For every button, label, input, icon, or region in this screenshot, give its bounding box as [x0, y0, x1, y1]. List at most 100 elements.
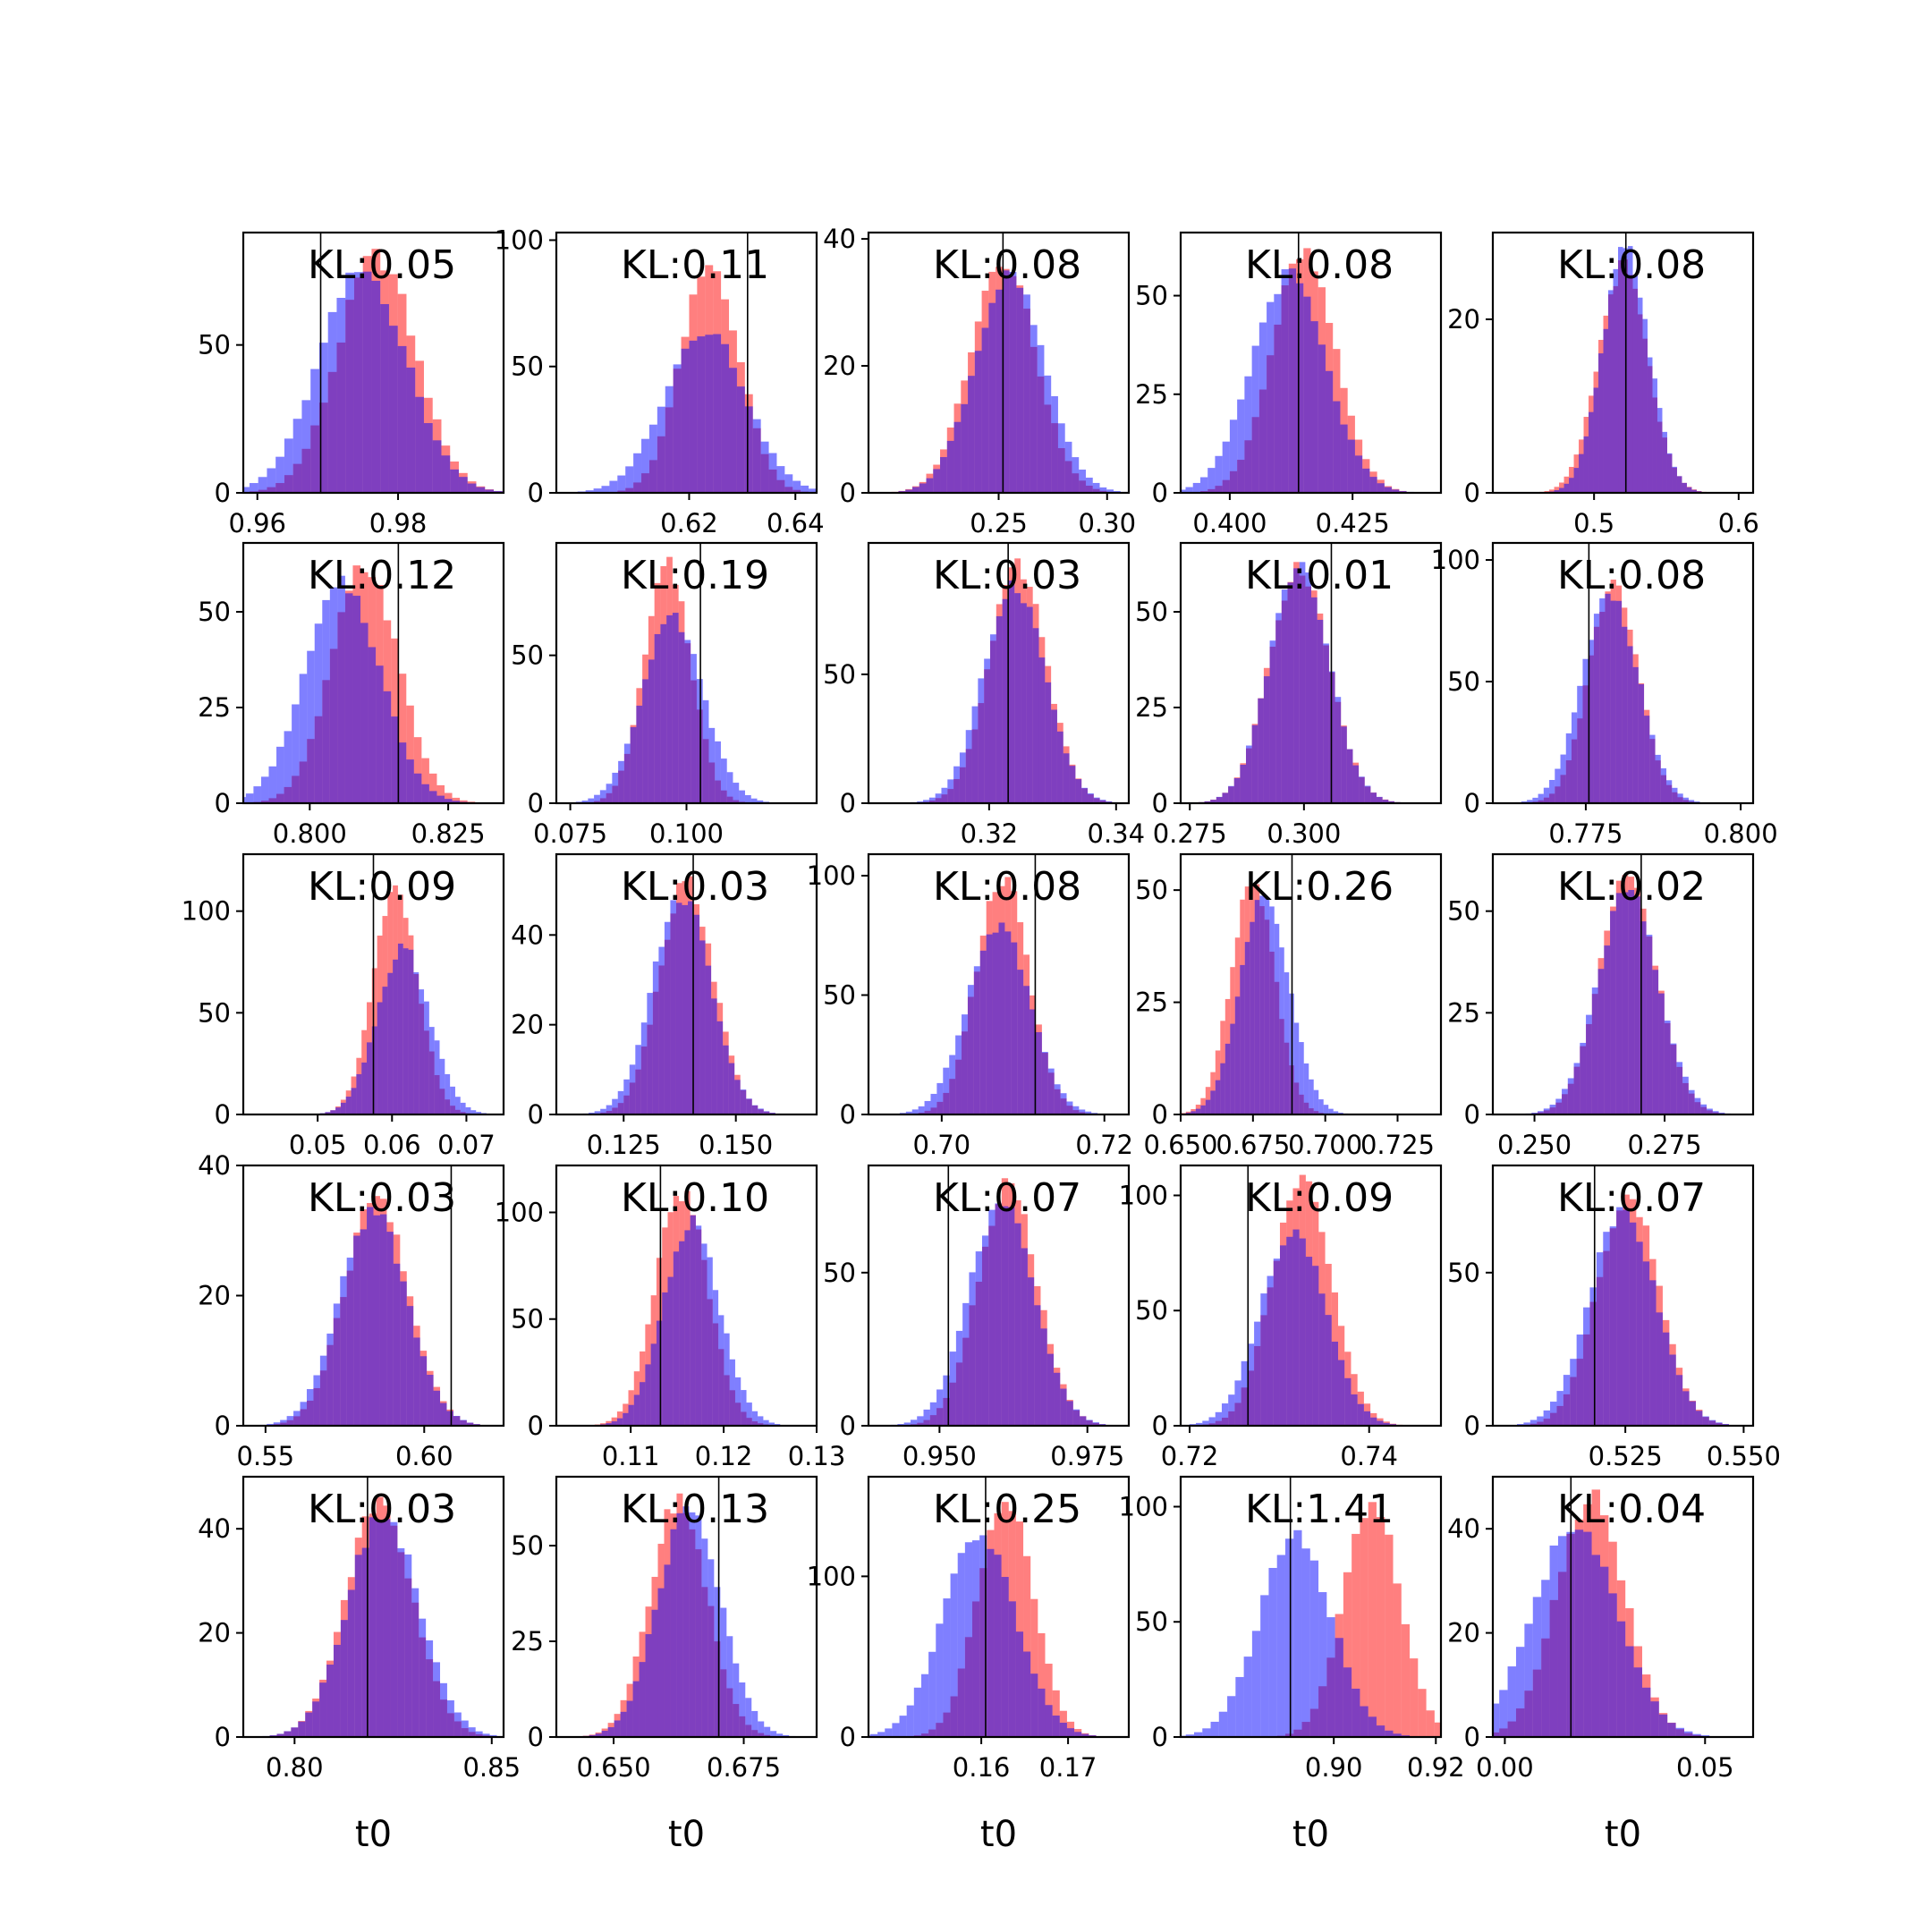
blue-histogram-bar [758, 1721, 765, 1737]
x-tick-label: 0.05 [289, 1130, 347, 1160]
axes-frame [867, 1475, 1131, 1739]
blue-histogram-bar [1037, 344, 1045, 493]
blue-histogram-bar [1556, 1391, 1563, 1426]
y-tick-label: 100 [1119, 1180, 1168, 1210]
blue-histogram-bar [1079, 1109, 1086, 1114]
blue-histogram-bar [1046, 1353, 1055, 1426]
blue-histogram-bar [340, 1102, 346, 1114]
x-tick-label: 0.07 [437, 1130, 496, 1160]
blue-histogram-bar [905, 1111, 912, 1114]
blue-histogram-bar [1060, 1388, 1067, 1426]
blue-histogram-bar [953, 421, 962, 493]
y-tick-label: 0 [528, 478, 544, 508]
x-tick-label: 0.74 [1340, 1441, 1398, 1471]
blue-histogram-bar [413, 1337, 420, 1426]
blue-histogram-bar [877, 1732, 886, 1737]
blue-histogram-bar [1383, 1422, 1390, 1426]
blue-histogram-bar [382, 987, 388, 1114]
red-histogram-bar [1030, 1598, 1038, 1737]
y-tick-label: 20 [511, 1010, 544, 1040]
subplot-r2-c5: 0 50 100 0.775 0.800 KL:0.08 [1431, 541, 1778, 849]
blue-histogram-bar [792, 480, 801, 493]
kl-annotation: KL:0.05 [308, 242, 456, 288]
x-tick-label: 0.96 [228, 508, 286, 538]
blue-histogram-bar [260, 776, 269, 803]
blue-histogram-bar [1008, 1601, 1016, 1737]
blue-histogram-bar [1267, 1275, 1274, 1426]
blue-histogram-bar [1059, 1723, 1067, 1737]
plot-area [1198, 543, 1401, 803]
y-tick-label: 0 [1152, 1722, 1168, 1752]
blue-histogram-bar [1610, 911, 1616, 1114]
x-tick-label: 0.13 [788, 1441, 846, 1471]
blue-histogram-bar [609, 480, 618, 493]
blue-histogram-bar [310, 369, 319, 493]
blue-histogram-bar [428, 791, 437, 803]
blue-histogram-bar [1305, 1257, 1313, 1426]
blue-histogram-bar [387, 972, 394, 1114]
blue-histogram-bar [1004, 931, 1012, 1114]
blue-histogram-bar [360, 623, 369, 803]
blue-histogram-bar [1259, 895, 1265, 1114]
kl-annotation: KL:0.12 [308, 553, 456, 598]
blue-histogram-bar [1268, 1567, 1277, 1737]
blue-histogram-bar [729, 368, 737, 493]
plot-area [891, 1165, 1113, 1426]
subplot-r2-c1: 0 25 50 0.800 0.825 KL:0.12 [198, 541, 505, 849]
y-tick-label: 0 [840, 788, 856, 818]
blue-histogram-bar [1555, 1098, 1563, 1114]
blue-histogram-bar [276, 1733, 284, 1737]
x-tick-label: 0.950 [902, 1441, 977, 1471]
blue-histogram-bar [869, 1733, 878, 1737]
blue-histogram-bar [1691, 489, 1697, 493]
red-histogram-bar [1015, 1521, 1024, 1737]
y-tick-label: 50 [1447, 666, 1480, 697]
y-tick-label: 100 [182, 896, 231, 927]
blue-histogram-bar [648, 659, 655, 803]
y-tick-label: 20 [823, 351, 856, 381]
kl-annotation: KL:0.19 [621, 553, 769, 598]
blue-histogram-bar [461, 1720, 469, 1737]
blue-histogram-bar [770, 1731, 777, 1737]
blue-histogram-bar [440, 1402, 447, 1426]
blue-histogram-bar [1625, 1646, 1634, 1737]
blue-histogram-bar [446, 1700, 454, 1737]
axes-frame [242, 1475, 505, 1739]
blue-histogram-bar [371, 280, 381, 493]
y-tick-label: 0 [840, 1099, 856, 1130]
blue-histogram-bar [705, 965, 712, 1114]
blue-histogram-bar [768, 453, 777, 493]
blue-histogram-bar [988, 302, 996, 493]
blue-histogram-bar [482, 1733, 490, 1737]
blue-histogram-bar [1011, 942, 1018, 1114]
blue-histogram-bar [460, 1419, 467, 1426]
blue-histogram-bar [1694, 1097, 1701, 1114]
blue-histogram-bar [444, 799, 453, 803]
blue-histogram-bar [1305, 572, 1312, 803]
blue-histogram-bar [1195, 1108, 1201, 1114]
blue-histogram-bar [981, 1235, 989, 1426]
blue-histogram-bar [1368, 1716, 1377, 1737]
blue-histogram-bar [1340, 424, 1348, 493]
blue-histogram-bar [1092, 1422, 1099, 1426]
blue-histogram-bar [1001, 1206, 1009, 1426]
blue-histogram-bar [906, 1705, 914, 1737]
blue-histogram-bar [672, 613, 679, 803]
blue-histogram-bar [1199, 477, 1208, 493]
blue-histogram-bar [1392, 489, 1400, 493]
plot-area [262, 1477, 504, 1737]
blue-histogram-bar [1309, 1560, 1319, 1737]
kl-annotation: KL:0.08 [1245, 242, 1394, 288]
x-tick-label: 0.675 [707, 1752, 781, 1783]
red-histogram-bar [1418, 1689, 1427, 1737]
x-tick-label: 0.32 [961, 818, 1019, 849]
blue-histogram-bar [1014, 1223, 1021, 1426]
blue-histogram-bar [1299, 1042, 1304, 1114]
blue-histogram-bar [744, 406, 753, 493]
blue-histogram-bar [679, 1241, 685, 1426]
blue-histogram-bar [1079, 470, 1086, 493]
blue-histogram-bar [751, 1710, 758, 1737]
axes-frame [242, 231, 505, 495]
blue-histogram-bar [684, 1230, 691, 1426]
plot-area [891, 233, 1128, 493]
